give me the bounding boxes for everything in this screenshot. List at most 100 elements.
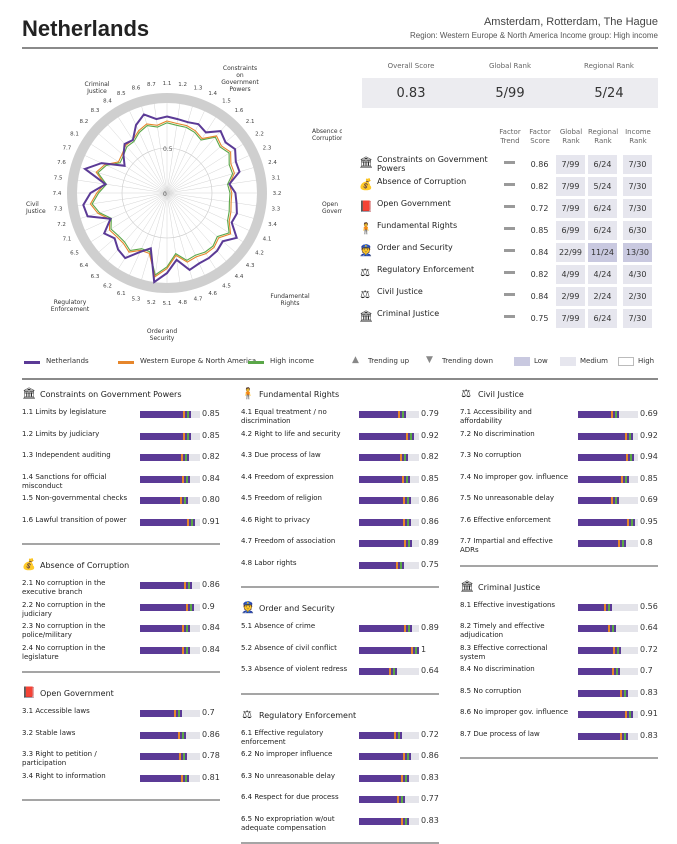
subfactor-value: 0.80	[202, 495, 220, 504]
subfactor-row: 7.6 Effective enforcement 0.95	[460, 516, 658, 536]
income-rank-cell: 4/30	[623, 265, 652, 284]
income-marker	[406, 475, 408, 483]
radar-spoke	[141, 192, 168, 280]
income-marker	[629, 432, 632, 440]
income-marker	[184, 774, 187, 782]
income-marker	[404, 774, 407, 782]
radar-spoke-label: 8.7	[147, 82, 156, 88]
global-rank-cell: 22/99	[556, 243, 585, 262]
section-divider	[22, 543, 220, 545]
region-marker	[611, 411, 614, 418]
score-bar	[578, 625, 638, 632]
subfactor-value: 0.86	[421, 495, 439, 504]
regional-rank-cell: 6/24	[588, 155, 617, 174]
region-marker	[182, 646, 185, 654]
region-marker	[180, 774, 183, 782]
score-fill	[359, 731, 403, 739]
score-fill	[578, 497, 620, 504]
subfactor-row: 6.1 Effective regulatory enforcement 0.72	[241, 729, 439, 749]
courthouse-icon: 🏛	[460, 579, 474, 593]
score-bar	[140, 731, 200, 739]
factor-score-cell: 0.86	[530, 160, 549, 169]
income-marker	[623, 689, 626, 697]
triangle-up-icon: ▲	[352, 355, 359, 365]
score-bar	[140, 475, 200, 483]
factor-score-cell: 0.85	[530, 226, 549, 235]
radar-factor-label: Civil	[26, 201, 39, 208]
section-divider	[241, 586, 439, 588]
score-bar	[578, 475, 638, 483]
subfactor-label: 3.2 Stable laws	[22, 728, 76, 737]
radar-spoke-label: 2.3	[263, 145, 272, 151]
score-fill	[359, 497, 411, 504]
factor-row: ⚖ Regulatory Enforcement 0.82 4/99 4/24 4/30	[357, 264, 657, 286]
subfactor-value: 0.75	[421, 559, 439, 569]
radar-spoke-label: 4.7	[194, 297, 203, 303]
radar-factor-label: Fundamental	[270, 293, 310, 300]
subfactor-row: 4.5 Freedom of religion 0.86	[241, 494, 439, 514]
region-marker	[404, 540, 407, 547]
subfactor-row: 2.3 No corruption in the police/military…	[22, 622, 220, 642]
subfactor-label: 7.2 No discrimination	[460, 429, 535, 438]
score-bar	[359, 731, 419, 739]
region-marker	[182, 625, 185, 632]
subfactor-label: 1.3 Independent auditing	[22, 451, 111, 459]
radar-spoke	[166, 192, 227, 262]
score-bar	[578, 668, 638, 675]
score-bar	[578, 411, 638, 418]
region-marker	[398, 411, 401, 418]
person-icon: 🧍	[359, 222, 373, 235]
subfactor-row: 6.3 No unreasonable delay 0.83	[241, 772, 439, 792]
region-marker	[182, 475, 185, 483]
radar-factor-label: Powers	[229, 86, 250, 93]
radar-spoke-label: 6.3	[91, 274, 100, 280]
score-fill	[140, 774, 189, 782]
radar-spoke-label: 6.1	[117, 291, 126, 297]
subfactor-label: 4.7 Freedom of association	[241, 537, 336, 545]
region-marker	[625, 432, 628, 440]
subfactor-value: 0.64	[421, 666, 439, 675]
factor-row: 📕 Open Government 0.72 7/99 6/24 7/30	[357, 198, 657, 220]
subfactor-label: 1.4 Sanctions for official misconduct	[22, 472, 107, 490]
radar-spoke-label: 8.2	[79, 119, 88, 125]
subfactor-row: 4.2 Right to life and security 0.92	[241, 430, 439, 450]
score-fill	[359, 561, 404, 569]
score-bar	[578, 540, 638, 547]
factor-trend-header: Factor Trend	[499, 128, 521, 145]
subfactor-label: 4.6 Right to privacy	[241, 515, 310, 524]
subfactor-row: 6.5 No expropriation w/out adequate comp…	[241, 815, 439, 835]
income-marker	[181, 731, 184, 739]
score-fill	[140, 731, 186, 739]
score-bar	[359, 454, 419, 461]
region-marker	[626, 454, 629, 461]
radar-spoke-label: 6.2	[103, 284, 112, 290]
section-divider	[460, 757, 658, 759]
score-bar	[359, 540, 419, 547]
income-marker	[402, 411, 405, 418]
subfactor-row: 8.4 No discrimination 0.7	[460, 665, 658, 685]
subfactor-value: 0.89	[421, 538, 439, 547]
factor-name: Order and Security	[377, 243, 453, 252]
subfactor-value: 0.83	[421, 772, 439, 782]
subfactor-label: 4.5 Freedom of religion	[241, 494, 322, 502]
radar-factor-label: Absence of	[312, 128, 342, 135]
overall-score-header: Overall Score	[387, 62, 435, 70]
region-marker	[624, 711, 627, 718]
section-divider	[22, 799, 220, 801]
income-marker	[615, 411, 618, 418]
region-marker	[178, 753, 181, 760]
radar-spoke	[141, 106, 168, 194]
radar-spoke-label: 3.3	[272, 207, 281, 213]
score-bar	[140, 774, 200, 782]
income-marker	[190, 603, 192, 611]
income-marker	[404, 454, 407, 461]
score-bar	[359, 774, 419, 782]
subfactor-value: 0.85	[421, 473, 439, 483]
factor-name: Regulatory Enforcement	[377, 265, 475, 274]
global-rank-cell: 7/99	[556, 199, 585, 218]
global-rank-header: Global Rank	[488, 62, 532, 70]
radar-spoke-label: 1.1	[163, 81, 172, 87]
factor-score-cell: 0.82	[530, 182, 549, 191]
region-marker	[400, 774, 403, 782]
subfactor-row: 2.4 No corruption in the legislature 0.84	[22, 644, 220, 664]
